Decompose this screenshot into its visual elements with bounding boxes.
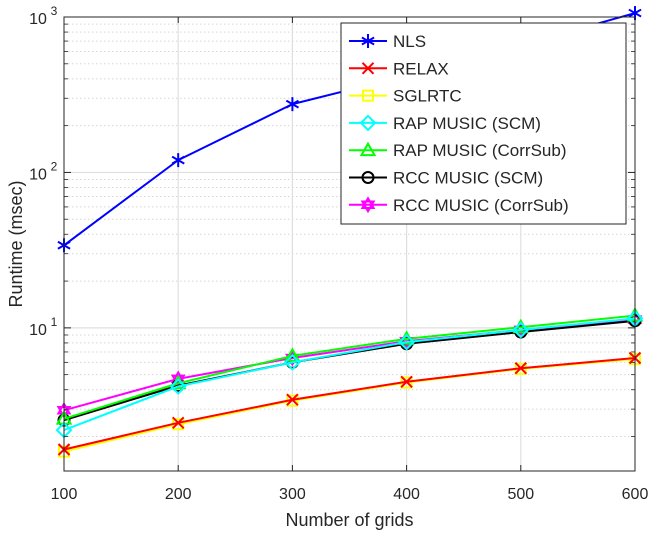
series-line bbox=[63, 357, 636, 451]
x-tick-label: 100 bbox=[51, 486, 78, 503]
y-tick-base: 10 bbox=[29, 322, 47, 339]
y-tick-labels: 10 1 10 2 10 3 bbox=[29, 4, 58, 339]
x-tick-label: 500 bbox=[507, 486, 534, 503]
x-tick-label: 200 bbox=[165, 486, 192, 503]
legend-marker bbox=[362, 89, 374, 102]
legend-box bbox=[340, 22, 627, 225]
data-point bbox=[284, 347, 301, 362]
data-point bbox=[512, 321, 530, 339]
y-tick-exponent: 1 bbox=[51, 315, 58, 329]
x-tick-label: 600 bbox=[622, 486, 649, 503]
y-tick-exponent: 3 bbox=[51, 4, 58, 18]
data-point bbox=[283, 353, 301, 371]
legend-marker bbox=[361, 171, 375, 184]
legend-label: SGLRTC bbox=[393, 87, 462, 106]
y-tick-label: 10 1 bbox=[29, 315, 58, 339]
data-point bbox=[286, 393, 299, 406]
data-point bbox=[171, 153, 185, 168]
legend-item: SGLRTC bbox=[349, 87, 462, 106]
legend-label: NLS bbox=[393, 32, 426, 51]
data-point bbox=[169, 378, 187, 395]
legend-label: RCC MUSIC (CorrSub) bbox=[393, 196, 569, 215]
legend-marker bbox=[361, 34, 375, 48]
plot-frame bbox=[63, 16, 636, 472]
series-line bbox=[63, 314, 636, 420]
legend-item: RAP MUSIC (CorrSub) bbox=[349, 141, 567, 160]
legend-marker bbox=[361, 62, 375, 75]
y-tick-exponent: 2 bbox=[51, 159, 58, 173]
y-tick-base: 10 bbox=[29, 166, 47, 183]
y-tick-label: 10 3 bbox=[29, 4, 58, 28]
legend: NLS RELAX SGLRTC RAP MUSIC (SCM) RAP MUSIC (… bbox=[340, 22, 627, 225]
legend-marker bbox=[359, 141, 377, 157]
legend-item: RELAX bbox=[349, 59, 449, 78]
legend-label: RAP MUSIC (SCM) bbox=[393, 114, 541, 133]
legend-item: NLS bbox=[349, 32, 426, 51]
legend-label: RELAX bbox=[393, 59, 449, 78]
series-line bbox=[63, 317, 636, 432]
data-point bbox=[171, 416, 185, 430]
legend-label: RAP MUSIC (CorrSub) bbox=[393, 141, 567, 160]
y-tick-label: 10 2 bbox=[29, 159, 58, 183]
data-point bbox=[400, 375, 413, 388]
y-axis-label: Runtime (msec) bbox=[6, 180, 26, 307]
x-axis-label: Number of grids bbox=[285, 510, 413, 530]
x-tick-label: 400 bbox=[393, 486, 420, 503]
legend-label: RCC MUSIC (SCM) bbox=[393, 169, 543, 188]
y-tick-base: 10 bbox=[29, 11, 47, 28]
legend-item: RCC MUSIC (CorrSub) bbox=[349, 196, 569, 215]
legend-item: RCC MUSIC (SCM) bbox=[349, 169, 543, 188]
legend-marker bbox=[359, 114, 377, 132]
data-point bbox=[514, 362, 528, 375]
axis-ticks bbox=[63, 16, 636, 471]
data-point bbox=[285, 97, 299, 112]
data-point bbox=[398, 333, 416, 351]
x-tick-label: 300 bbox=[279, 486, 306, 503]
x-tick-labels: 100 200 300 400 500 600 bbox=[51, 486, 649, 503]
legend-item: RAP MUSIC (SCM) bbox=[349, 114, 541, 133]
legend-marker bbox=[360, 196, 376, 214]
